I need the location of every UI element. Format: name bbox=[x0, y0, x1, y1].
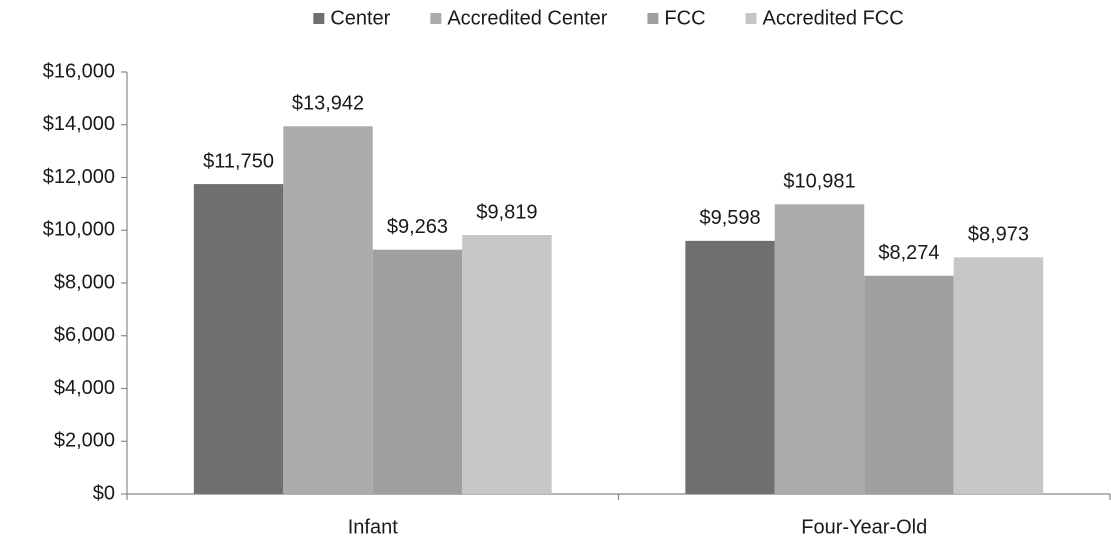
legend-label: Accredited FCC bbox=[763, 7, 904, 29]
y-tick-label: $0 bbox=[93, 482, 115, 504]
x-tick-label: Four-Year-Old bbox=[801, 516, 927, 538]
y-tick-label: $10,000 bbox=[43, 219, 115, 241]
data-label: $8,973 bbox=[968, 224, 1029, 246]
bar bbox=[953, 257, 1044, 494]
bar bbox=[462, 235, 552, 495]
bar bbox=[685, 240, 775, 494]
x-tick-label: Infant bbox=[348, 516, 398, 538]
bar bbox=[372, 249, 463, 494]
data-label: $8,274 bbox=[878, 242, 939, 264]
legend-label: Accredited Center bbox=[447, 7, 607, 29]
data-label: $9,598 bbox=[699, 207, 760, 229]
legend-label: FCC bbox=[664, 7, 705, 29]
bar bbox=[774, 204, 865, 494]
data-label: $13,942 bbox=[292, 93, 364, 115]
y-tick-label: $6,000 bbox=[54, 324, 115, 346]
legend-swatch bbox=[430, 13, 442, 24]
y-tick-label: $16,000 bbox=[43, 60, 115, 82]
y-tick-label: $2,000 bbox=[54, 430, 115, 452]
bar bbox=[864, 275, 954, 494]
data-label: $11,750 bbox=[203, 150, 274, 172]
legend-swatch bbox=[745, 13, 757, 24]
legend-swatch bbox=[647, 13, 659, 24]
y-tick-label: $8,000 bbox=[54, 271, 115, 293]
data-label: $10,981 bbox=[783, 171, 855, 193]
data-label: $9,819 bbox=[476, 201, 537, 223]
y-tick-label: $14,000 bbox=[43, 113, 115, 135]
y-tick-label: $4,000 bbox=[54, 377, 115, 399]
bar bbox=[283, 126, 373, 494]
y-tick-label: $12,000 bbox=[43, 166, 115, 188]
legend-label: Center bbox=[330, 7, 390, 29]
legend-swatch bbox=[313, 13, 325, 24]
bar bbox=[193, 184, 284, 494]
data-label: $9,263 bbox=[387, 216, 448, 238]
